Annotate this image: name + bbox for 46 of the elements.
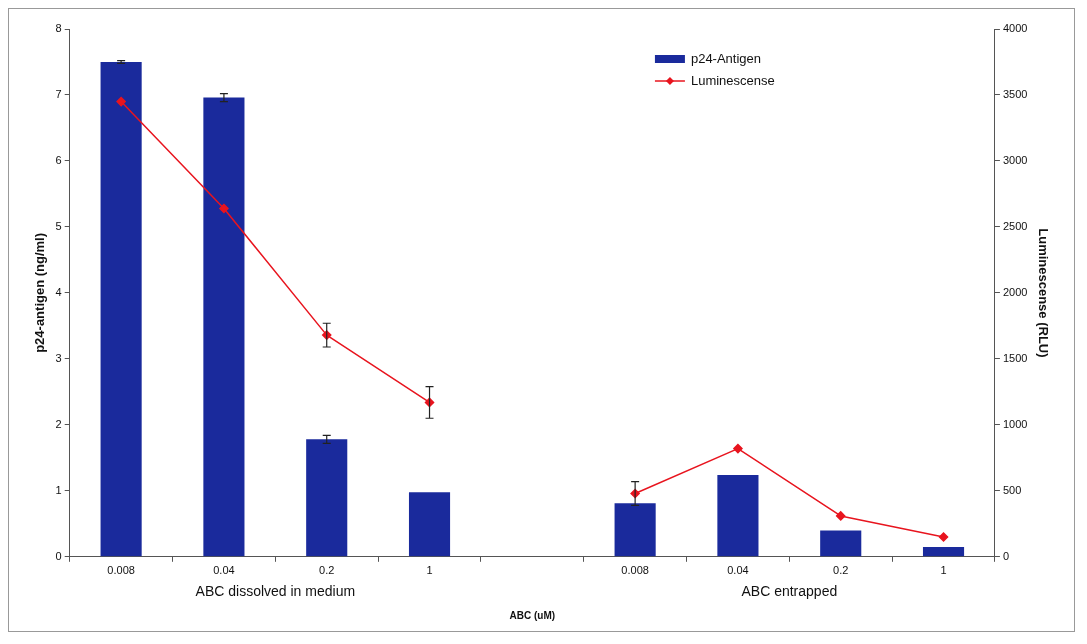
y-tick-label: 0	[55, 549, 62, 562]
bar	[306, 439, 348, 557]
y-tick-label: 4	[55, 285, 62, 298]
y2-tick-label: 4000	[1002, 22, 1028, 35]
bar	[820, 530, 862, 557]
y-tick-label: 8	[55, 22, 62, 35]
y-axis-title: p24-antigen (ng/ml)	[32, 232, 48, 353]
x-tick-label: 0.04	[213, 564, 235, 577]
bar	[100, 61, 142, 557]
y-tick-label: 7	[55, 88, 62, 101]
x-tick-label: 0.008	[107, 564, 135, 577]
point	[219, 203, 229, 214]
bar	[408, 492, 451, 557]
y2-axis-title: Luminescense (RLU)	[1035, 228, 1051, 358]
x-tick-label: 1	[940, 564, 947, 577]
y-tick-label: 5	[55, 219, 62, 232]
y2-tick-label: 500	[1002, 483, 1022, 496]
text: ABC entrapped	[741, 582, 838, 599]
y2-tick-label: 1000	[1002, 417, 1028, 430]
text: ABC dissolved in medium	[195, 582, 356, 599]
y-tick-label: 1	[55, 483, 62, 496]
bar	[203, 97, 245, 557]
y2-tick-label: 0	[1002, 549, 1010, 562]
y2-tick-label: 2500	[1002, 219, 1028, 232]
bar	[922, 546, 965, 557]
y-tick-label: 3	[55, 351, 62, 364]
point	[835, 511, 846, 521]
bar	[614, 503, 656, 557]
x-axis-title: ABC (uM)	[509, 609, 556, 621]
x-tick-label: 0.2	[319, 564, 335, 577]
x-tick-label: 1	[426, 564, 433, 577]
point	[733, 443, 743, 454]
y-tick-label: 6	[55, 153, 62, 166]
legend-label: p24-Antigen	[690, 50, 762, 66]
y2-tick-label: 3000	[1002, 153, 1028, 166]
x-tick-label: 0.008	[621, 564, 649, 577]
y2-tick-label: 1500	[1002, 351, 1028, 364]
x-tick-label: 0.2	[833, 564, 849, 577]
point	[938, 532, 949, 542]
bar	[717, 474, 759, 557]
legend-label: Luminescense	[690, 72, 775, 88]
y2-tick-label: 2000	[1002, 285, 1028, 298]
point	[116, 96, 126, 107]
y2-tick-label: 3500	[1002, 88, 1028, 101]
y-tick-label: 2	[55, 417, 62, 430]
x-tick-label: 0.04	[727, 564, 749, 577]
